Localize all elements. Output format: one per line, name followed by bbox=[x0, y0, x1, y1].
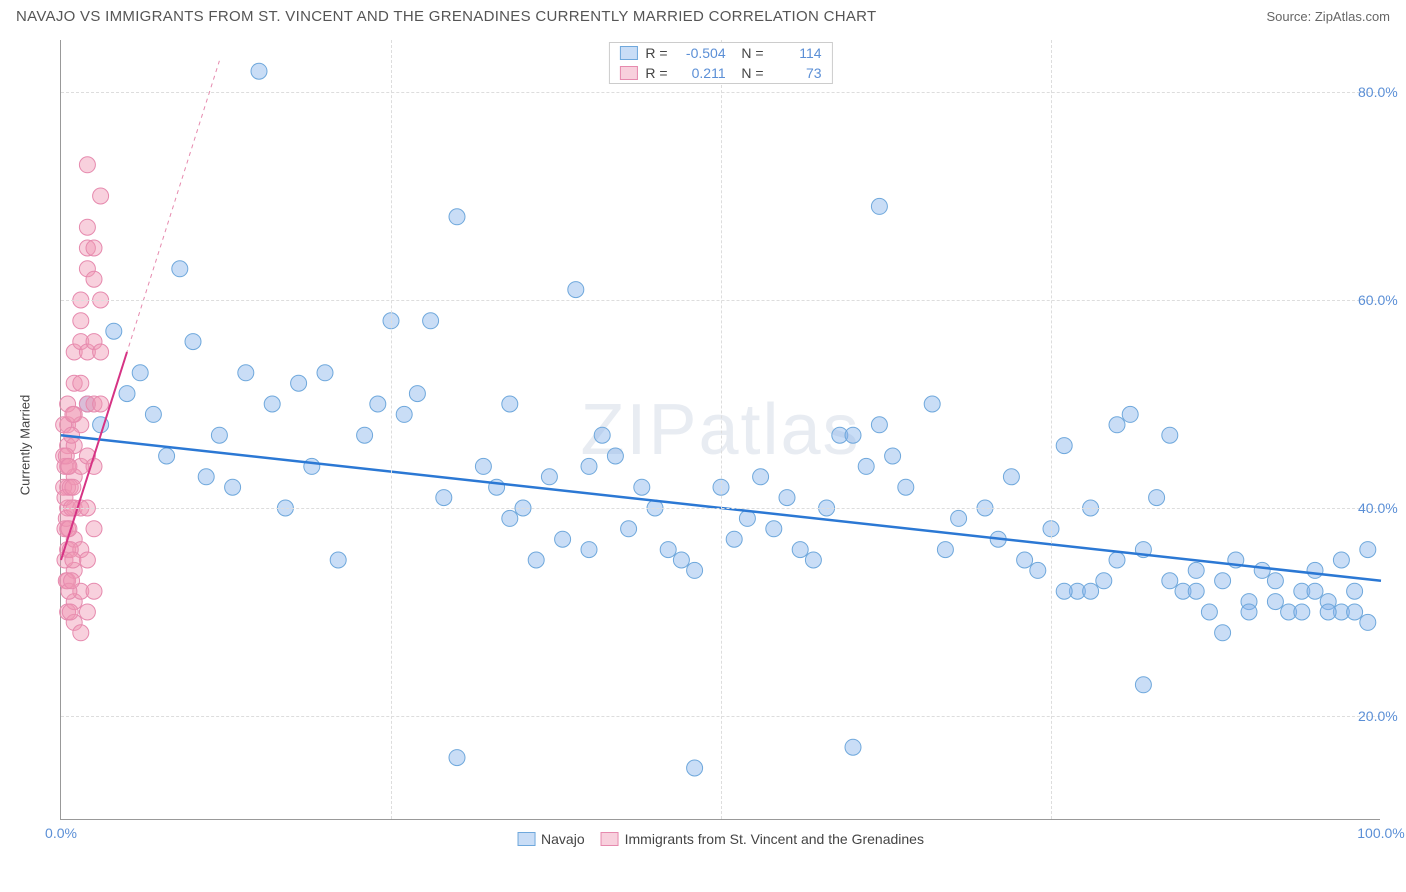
series-legend: Navajo Immigrants from St. Vincent and t… bbox=[517, 831, 924, 847]
legend-series-label: Navajo bbox=[541, 831, 585, 847]
legend-r-label: R = bbox=[645, 45, 667, 61]
y-tick-label: 80.0% bbox=[1350, 84, 1398, 100]
legend-stat-row: R = -0.504 N = 114 bbox=[609, 43, 831, 63]
legend-n-label: N = bbox=[734, 65, 764, 81]
legend-stat-row: R = 0.211 N = 73 bbox=[609, 63, 831, 83]
legend-swatch bbox=[601, 832, 619, 846]
legend-swatch bbox=[619, 66, 637, 80]
y-axis-label: Currently Married bbox=[18, 395, 33, 495]
legend-n-value: 114 bbox=[772, 45, 822, 61]
y-tick-label: 40.0% bbox=[1350, 500, 1398, 516]
y-tick-label: 60.0% bbox=[1350, 292, 1398, 308]
plot-area: ZIPatlas R = -0.504 N = 114 R = 0.211 N … bbox=[60, 40, 1380, 820]
source-attribution: Source: ZipAtlas.com bbox=[1266, 9, 1390, 24]
x-tick-label: 0.0% bbox=[45, 825, 77, 841]
legend-swatch bbox=[517, 832, 535, 846]
x-tick-label: 100.0% bbox=[1357, 825, 1404, 841]
legend-swatch bbox=[619, 46, 637, 60]
legend-series-item: Immigrants from St. Vincent and the Gren… bbox=[601, 831, 924, 847]
legend-r-value: 0.211 bbox=[676, 65, 726, 81]
legend-series-label: Immigrants from St. Vincent and the Gren… bbox=[625, 831, 924, 847]
chart-container: Currently Married ZIPatlas R = -0.504 N … bbox=[30, 40, 1390, 850]
legend-r-label: R = bbox=[645, 65, 667, 81]
legend-n-label: N = bbox=[734, 45, 764, 61]
correlation-legend: R = -0.504 N = 114 R = 0.211 N = 73 bbox=[608, 42, 832, 84]
legend-series-item: Navajo bbox=[517, 831, 585, 847]
y-tick-label: 20.0% bbox=[1350, 708, 1398, 724]
chart-title: NAVAJO VS IMMIGRANTS FROM ST. VINCENT AN… bbox=[16, 8, 876, 25]
legend-r-value: -0.504 bbox=[676, 45, 726, 61]
legend-n-value: 73 bbox=[772, 65, 822, 81]
